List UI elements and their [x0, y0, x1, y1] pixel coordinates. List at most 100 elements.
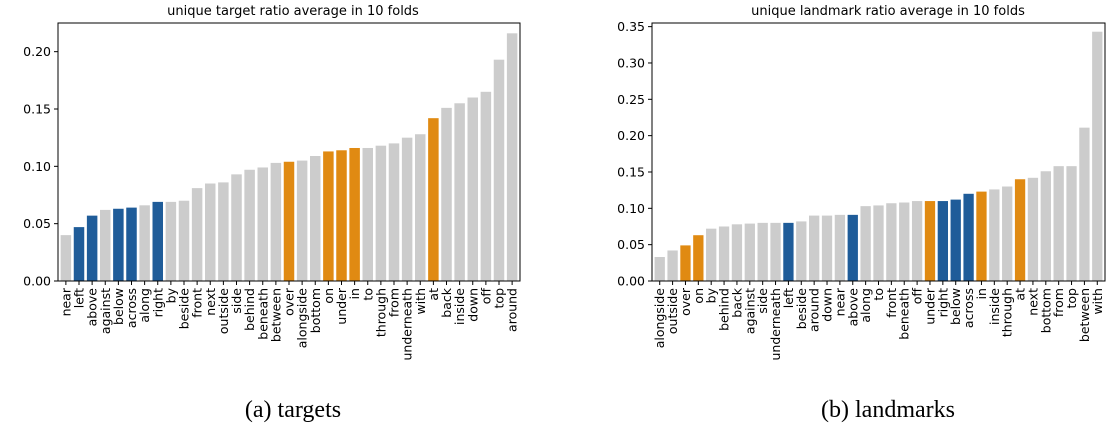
y-tick-label: 0.10	[617, 201, 645, 216]
x-tick-label: back	[439, 287, 454, 317]
y-axis: 0.00 0.05 0.10 0.15 0.20 0.25 0.30 0.35	[617, 19, 652, 289]
y-tick-label: 0.20	[23, 44, 51, 59]
x-tick-label: at	[1013, 288, 1028, 301]
chart-caption: (b) landmarks	[821, 397, 955, 423]
bar-left	[783, 222, 794, 281]
bar-back	[441, 107, 452, 281]
x-tick-label: across	[124, 288, 139, 328]
x-tick-label: over	[282, 287, 297, 316]
bar-to	[362, 147, 373, 281]
x-tick-label: left	[781, 288, 796, 308]
plot-frame	[57, 22, 521, 282]
bar-around	[506, 33, 518, 281]
bar-alongside	[654, 257, 665, 281]
x-tick-label: beneath	[897, 288, 912, 340]
bar-alongside	[296, 160, 308, 281]
bar-above	[86, 215, 98, 281]
y-tick-label: 0.35	[617, 19, 645, 34]
bar-back	[731, 224, 743, 281]
bar-by	[165, 201, 177, 281]
bar-next	[1027, 177, 1039, 281]
x-tick-label: against	[742, 288, 757, 334]
x-tick-label: with	[413, 288, 428, 315]
x-tick-label: underneath	[768, 288, 783, 361]
y-tick-label: 0.25	[617, 92, 645, 107]
x-tick-label: to	[871, 288, 886, 301]
chart-title: unique landmark ratio average in 10 fold…	[751, 4, 1025, 19]
y-tick-label: 0.20	[617, 128, 645, 143]
x-tick-label: along	[858, 288, 873, 323]
chart-landmarks: unique landmark ratio average in 10 fold…	[617, 4, 1106, 423]
x-tick-label: near	[58, 287, 73, 316]
x-tick-label: side	[229, 288, 244, 314]
x-tick-label: alongside	[295, 288, 310, 349]
bar-right	[937, 201, 948, 281]
x-axis: nearleftaboveagainstbelowacrossalongrigh…	[58, 281, 520, 361]
x-tick-label: from	[1051, 288, 1066, 317]
x-tick-label: side	[755, 288, 770, 314]
x-tick-label: front	[190, 288, 205, 318]
bar-from	[1053, 166, 1064, 281]
bar-down	[467, 97, 478, 281]
bar-across	[963, 193, 974, 281]
x-tick-label: beside	[794, 288, 809, 330]
x-tick-label: right	[935, 288, 950, 317]
bar-from	[388, 143, 400, 281]
y-tick-label: 0.10	[23, 159, 51, 174]
bar-behind	[718, 226, 730, 281]
bar-between	[1079, 127, 1090, 282]
bar-front	[886, 203, 897, 281]
y-tick-label: 0.05	[617, 237, 645, 252]
x-tick-label: top	[1064, 288, 1079, 309]
x-tick-label: below	[111, 288, 126, 325]
x-tick-label: around	[505, 288, 520, 332]
x-tick-label: down	[820, 288, 835, 322]
x-tick-label: bottom	[1038, 288, 1053, 333]
x-tick-label: around	[807, 288, 822, 332]
bar-with	[415, 134, 426, 281]
x-tick-label: in	[347, 288, 362, 299]
x-tick-label: from	[387, 288, 402, 317]
x-tick-label: right	[150, 288, 165, 317]
x-tick-label: across	[961, 288, 976, 328]
bar-bottom	[310, 156, 321, 281]
x-tick-label: through	[373, 288, 388, 337]
y-tick-label: 0.00	[23, 274, 51, 289]
x-tick-label: back	[729, 287, 744, 317]
bar-at	[428, 118, 439, 281]
x-tick-label: off	[910, 288, 925, 305]
x-tick-label: near	[832, 287, 847, 316]
x-tick-label: behind	[242, 288, 257, 331]
bar-right	[152, 201, 163, 281]
bar-in	[976, 191, 987, 281]
bar-against	[744, 223, 755, 281]
bar-on	[693, 235, 704, 281]
x-tick-label: outside	[665, 288, 680, 334]
x-tick-label: by	[163, 287, 178, 303]
bar-under	[924, 201, 936, 281]
bar-top	[1066, 166, 1077, 281]
bar-bottom	[1040, 171, 1051, 281]
x-tick-label: between	[1077, 288, 1092, 342]
bar-to	[873, 205, 884, 281]
bar-against	[100, 209, 111, 281]
x-tick-label: next	[1025, 288, 1040, 316]
bar-inside	[454, 103, 465, 282]
chart-caption: (a) targets	[245, 397, 341, 423]
x-axis: alongsideoutsideoveronbybehindbackagains…	[652, 281, 1105, 361]
bar-beside	[178, 200, 190, 281]
x-tick-label: bottom	[308, 288, 323, 333]
x-tick-label: beside	[177, 288, 192, 330]
x-tick-label: with	[1090, 288, 1105, 315]
bar-next	[205, 183, 216, 281]
bar-over	[283, 161, 295, 281]
x-tick-label: down	[465, 288, 480, 322]
chart-title: unique target ratio average in 10 folds	[167, 4, 419, 19]
bar-top	[493, 59, 505, 281]
x-tick-label: above	[85, 288, 100, 327]
bar-side	[757, 222, 768, 281]
bar-off	[911, 201, 923, 281]
bar-underneath	[770, 222, 781, 281]
bar-through	[1002, 186, 1013, 281]
